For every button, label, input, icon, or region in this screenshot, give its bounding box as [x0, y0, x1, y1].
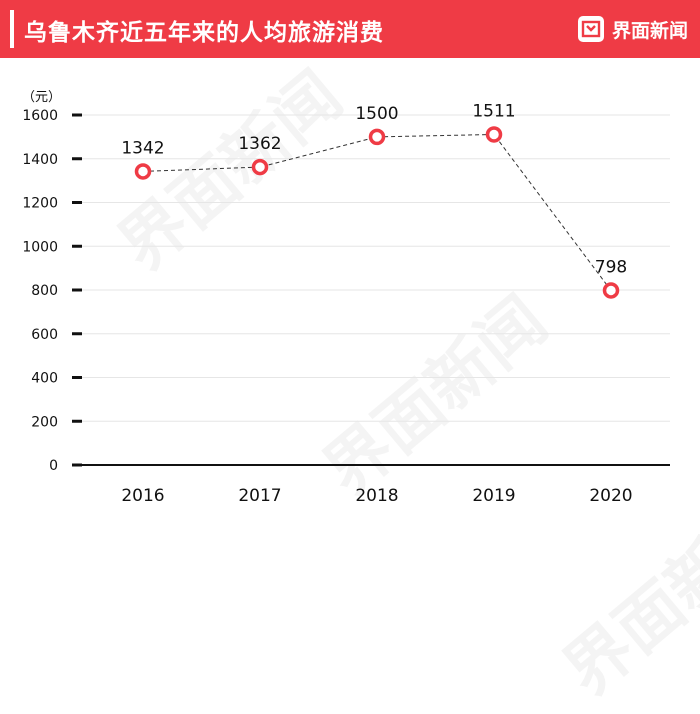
data-label: 798: [595, 257, 627, 277]
y-tick-label: 1400: [22, 152, 58, 168]
line-chart: 0 200 400 600 800 1000 1200 1400 1600 （元） 2016 2017…: [22, 90, 670, 506]
y-tick-label: 400: [31, 371, 58, 387]
chart-title: 乌鲁木齐近五年来的人均旅游消费: [24, 20, 384, 46]
y-tick-label: 0: [49, 458, 58, 474]
x-tick-label: 2017: [238, 486, 281, 506]
x-tick-label: 2020: [589, 486, 632, 506]
series-line: [142, 133, 612, 291]
x-tick-label: 2018: [355, 486, 398, 506]
y-unit-label: （元）: [22, 90, 61, 105]
x-tick-label: 2016: [121, 486, 164, 506]
x-tick-label: 2019: [472, 486, 515, 506]
data-point: [485, 126, 503, 143]
y-tick-label: 600: [31, 327, 58, 343]
brand-name: 界面新闻: [611, 19, 688, 42]
title-accent-bar: [10, 10, 14, 48]
data-point: [251, 158, 269, 176]
y-tick-label: 1200: [22, 196, 58, 212]
data-point: [134, 163, 152, 180]
data-point: [602, 282, 620, 299]
data-label: 1511: [472, 101, 515, 121]
header-bar: 乌鲁木齐近五年来的人均旅游消费 界面新闻: [0, 0, 700, 58]
data-label: 1342: [121, 138, 164, 158]
data-label: 1362: [238, 134, 281, 154]
brand-logo: 界面新闻: [577, 14, 688, 44]
y-tick-label: 1000: [22, 239, 58, 255]
data-point: [368, 128, 386, 146]
y-tick-label: 800: [31, 283, 58, 299]
data-label: 1500: [355, 104, 398, 124]
brand-logo-icon: [577, 16, 604, 42]
y-tick-label: 1600: [22, 108, 58, 124]
y-tick-label: 200: [31, 414, 58, 430]
